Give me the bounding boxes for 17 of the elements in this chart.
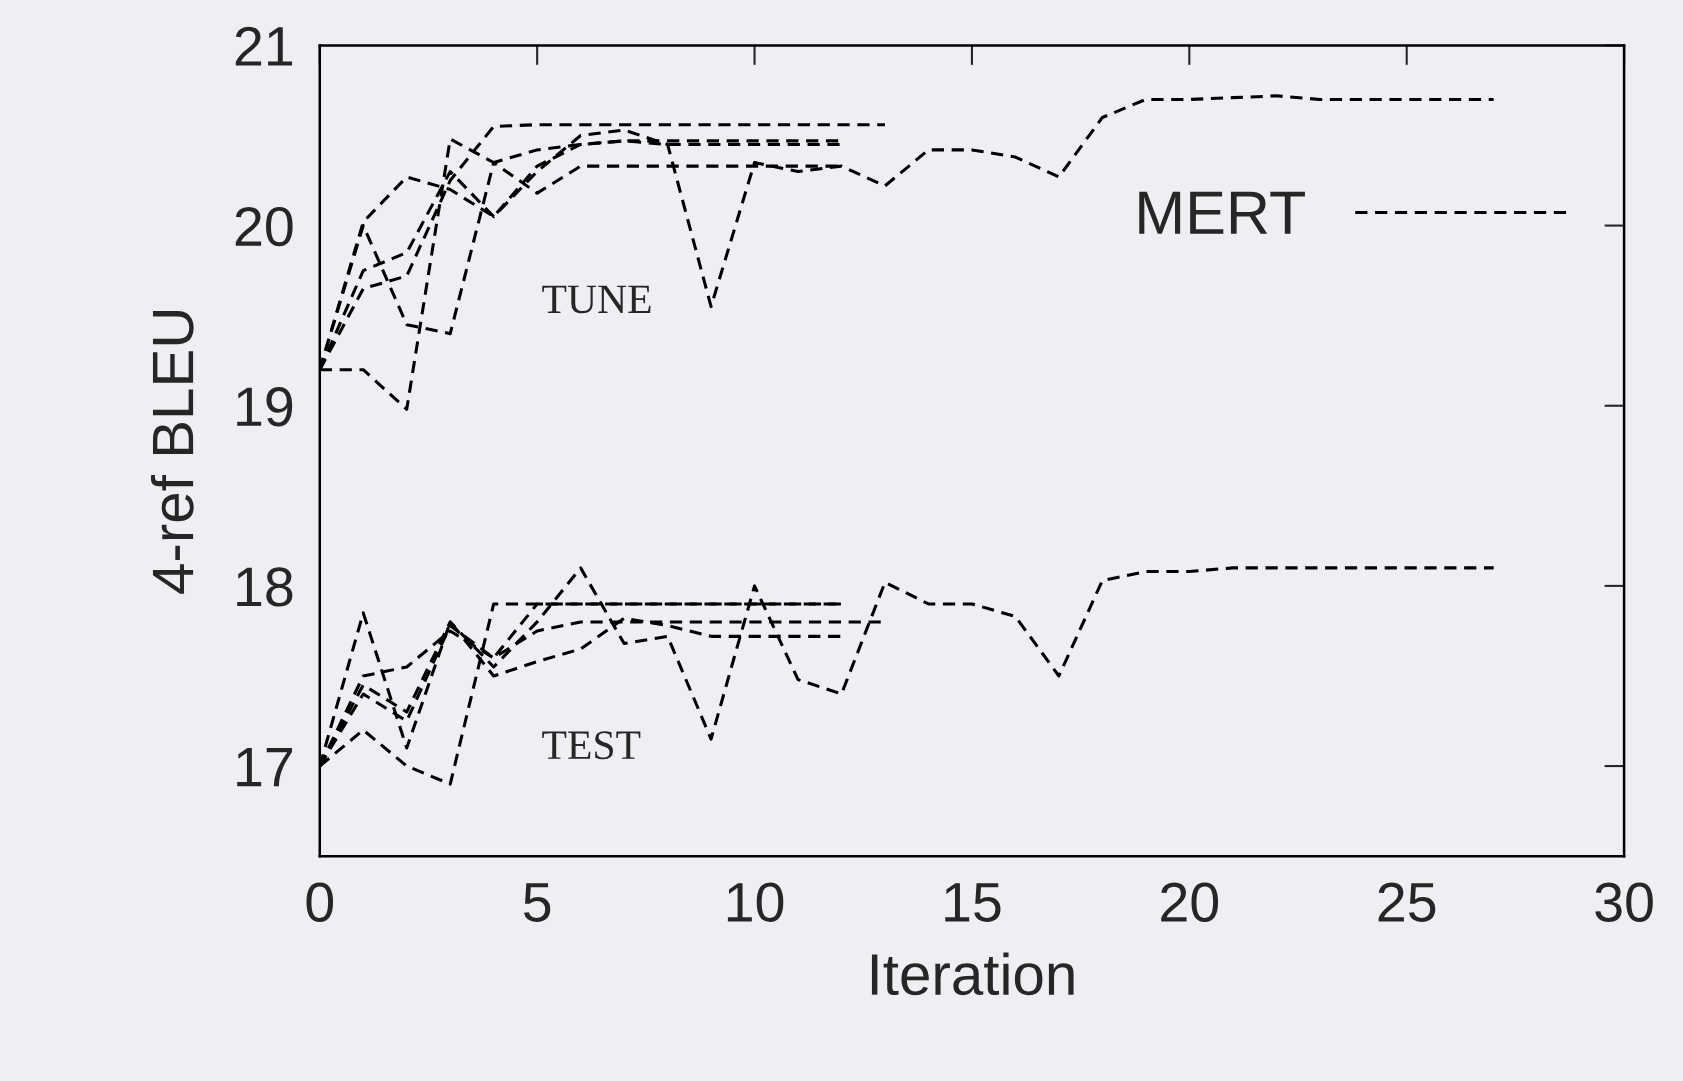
x-tick-label: 0 xyxy=(306,882,334,922)
y-tick-label: 21 xyxy=(235,26,293,66)
x-tick-label: 5 xyxy=(523,883,551,922)
y-tick-label: 19 xyxy=(237,387,293,427)
y-tick-label: 20 xyxy=(235,206,293,247)
y-tick-label: 17 xyxy=(237,747,292,787)
x-tick-label: 10 xyxy=(727,882,784,922)
x-axis-title: Iteration xyxy=(871,952,1074,996)
x-tick-label: 15 xyxy=(945,883,1001,922)
legend-label: MERT xyxy=(1139,191,1305,234)
x-tick-label: 20 xyxy=(1161,882,1219,922)
x-tick-label: 25 xyxy=(1378,882,1436,922)
y-tick-label: 18 xyxy=(237,567,293,607)
annotation: TUNE xyxy=(542,285,651,314)
y-axis-title: 4-ref BLEU xyxy=(150,311,194,594)
annotation: TEST xyxy=(542,731,641,760)
x-tick-label: 30 xyxy=(1595,882,1653,922)
